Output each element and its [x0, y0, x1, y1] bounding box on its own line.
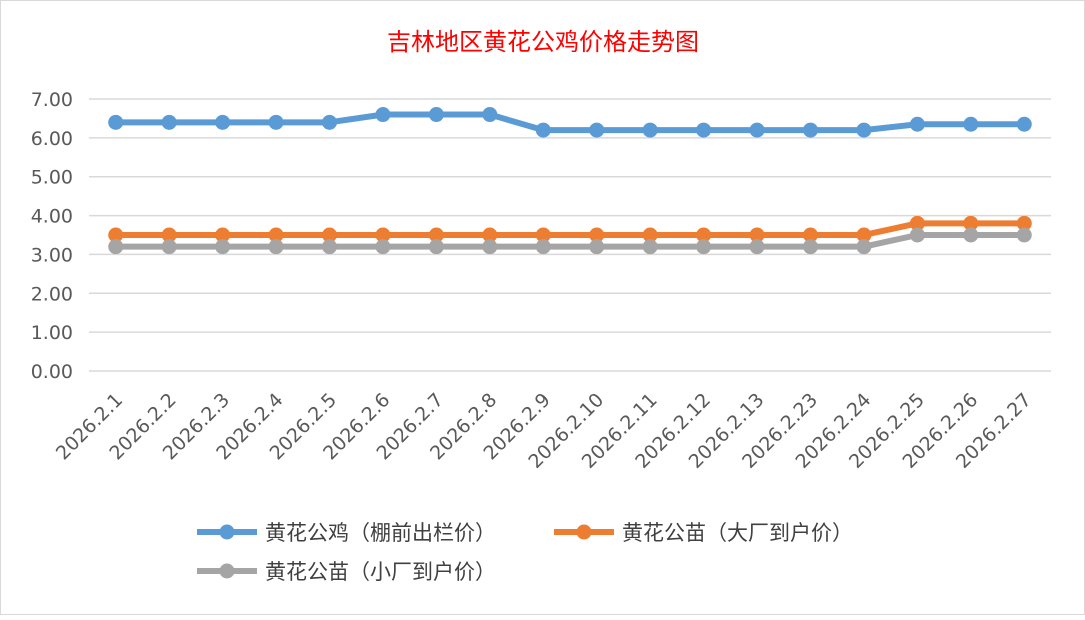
data-point	[161, 114, 177, 130]
data-point	[428, 227, 444, 243]
data-point	[215, 114, 231, 130]
legend-marker-icon	[219, 524, 235, 540]
y-tick-label: 2.00	[31, 283, 73, 305]
legend-label: 黄花公鸡（棚前出栏价）	[265, 521, 496, 545]
series-line	[115, 111, 1025, 134]
data-point	[428, 239, 444, 255]
legend-marker-icon	[576, 524, 592, 540]
data-point	[749, 122, 765, 138]
data-point	[696, 122, 712, 138]
data-point	[963, 215, 979, 231]
legend-item[interactable]: 黄花公苗（大厂到户价）	[554, 521, 853, 545]
data-point	[161, 239, 177, 255]
series-line	[115, 220, 1025, 238]
data-point	[268, 227, 284, 243]
data-point	[803, 227, 818, 243]
y-tick-label: 3.00	[31, 244, 73, 266]
data-point	[375, 227, 391, 243]
data-point	[963, 227, 979, 243]
data-point	[482, 107, 498, 123]
data-point	[1016, 215, 1032, 231]
data-point	[909, 215, 925, 231]
data-point	[909, 116, 925, 132]
y-tick-label: 4.00	[31, 206, 73, 228]
data-point	[642, 227, 658, 243]
legend-label: 黄花公苗（小厂到户价）	[265, 560, 496, 584]
data-point	[535, 122, 551, 138]
data-point	[215, 227, 231, 243]
data-point	[642, 122, 658, 138]
legend-marker-icon	[219, 563, 235, 579]
data-point	[322, 114, 337, 130]
data-point	[1016, 227, 1032, 243]
data-point	[108, 239, 124, 255]
data-point	[803, 239, 818, 255]
data-point	[856, 239, 872, 255]
data-point	[642, 239, 658, 255]
data-point	[375, 107, 391, 123]
y-tick-label: 7.00	[31, 89, 73, 111]
y-tick-label: 1.00	[31, 322, 73, 344]
data-point	[322, 239, 337, 255]
data-point	[482, 227, 498, 243]
data-point	[268, 239, 284, 255]
legend-item[interactable]: 黄花公鸡（棚前出栏价）	[197, 521, 496, 545]
data-point	[963, 116, 979, 132]
legend-item[interactable]: 黄花公苗（小厂到户价）	[197, 560, 496, 584]
data-point	[1016, 116, 1032, 132]
data-point	[749, 227, 765, 243]
y-tick-label: 5.00	[31, 167, 73, 189]
data-point	[535, 239, 551, 255]
data-point	[589, 122, 605, 138]
data-point	[108, 114, 124, 130]
data-point	[749, 239, 765, 255]
data-point	[696, 227, 712, 243]
data-point	[696, 239, 712, 255]
data-point	[856, 122, 872, 138]
data-point	[215, 239, 231, 255]
data-point	[428, 107, 444, 123]
y-tick-label: 0.00	[31, 361, 73, 383]
data-point	[161, 227, 177, 243]
data-point	[856, 227, 872, 243]
y-tick-label: 6.00	[31, 128, 73, 150]
data-point	[803, 122, 818, 138]
data-point	[108, 227, 124, 243]
data-point	[322, 227, 337, 243]
data-point	[589, 227, 605, 243]
data-point	[909, 227, 925, 243]
data-point	[268, 114, 284, 130]
data-point	[535, 227, 551, 243]
chart-title: 吉林地区黄花公鸡价格走势图	[387, 28, 699, 56]
legend-label: 黄花公苗（大厂到户价）	[622, 521, 853, 545]
series-line	[115, 232, 1025, 250]
data-point	[589, 239, 605, 255]
data-point	[482, 239, 498, 255]
data-point	[375, 239, 391, 255]
